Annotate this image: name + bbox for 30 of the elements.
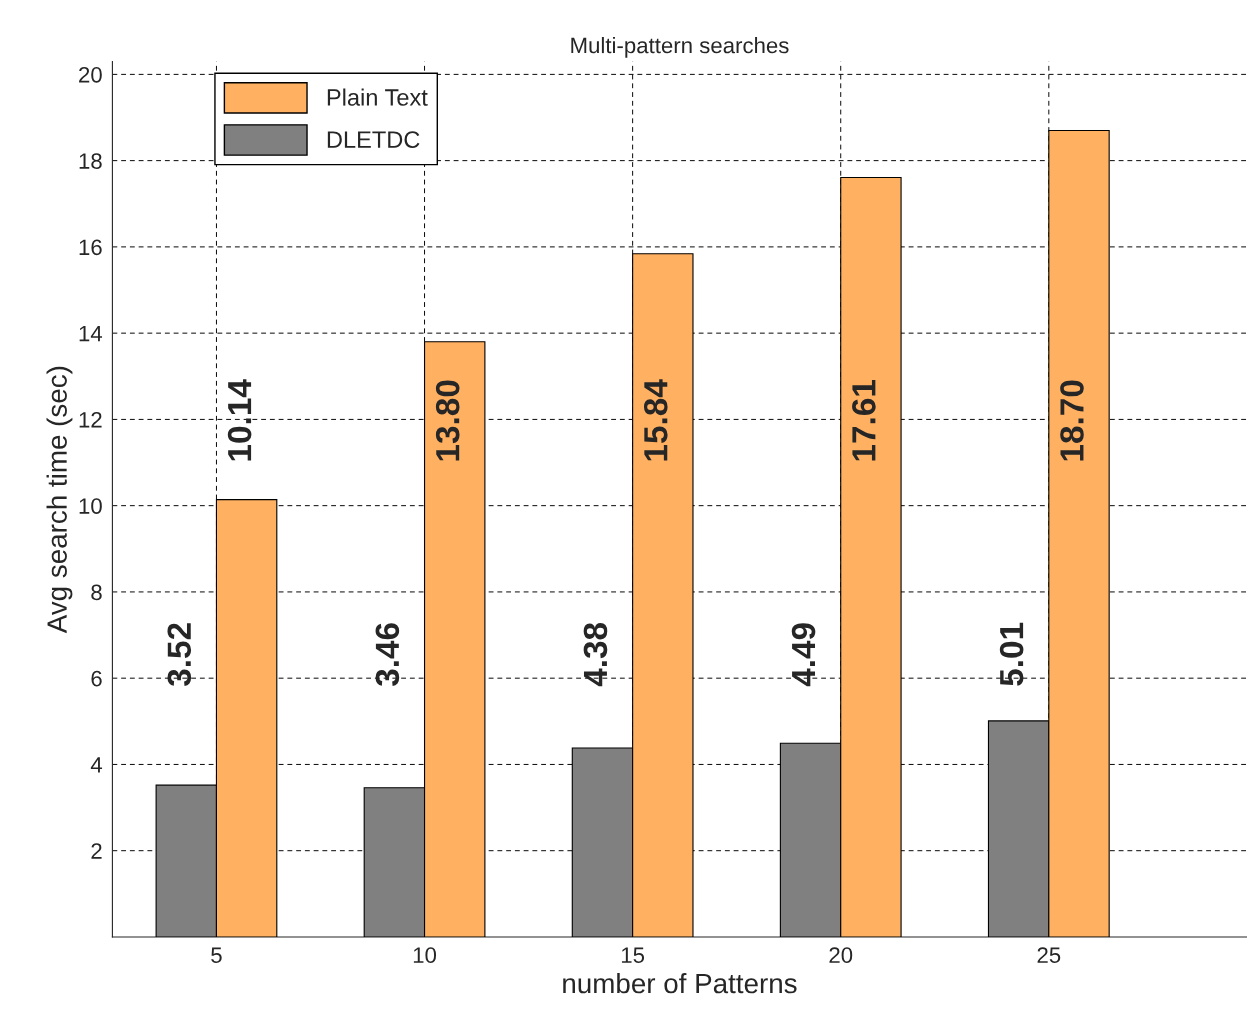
- data-label: 13.80: [435, 380, 460, 461]
- x-tick-label: 15: [621, 947, 645, 964]
- y-tick-label: 6: [91, 670, 102, 687]
- data-label: 4.49: [791, 623, 816, 687]
- data-label: 3.52: [167, 623, 192, 687]
- data-label: 10.14: [227, 379, 252, 461]
- x-tick-label: 20: [829, 947, 853, 964]
- y-tick-label: 8: [91, 584, 102, 601]
- data-label: 15.84: [643, 379, 668, 461]
- y-tick-label: 18: [79, 153, 102, 169]
- data-label: 4.38: [583, 622, 608, 687]
- chart-title: Multi-pattern searches: [571, 37, 789, 58]
- y-tick-label: 16: [79, 239, 102, 256]
- data-label: 17.61: [852, 380, 876, 461]
- y-tick-label: 14: [79, 325, 103, 342]
- x-tick-label: 10: [413, 947, 437, 964]
- y-tick-label: 10: [79, 498, 102, 514]
- data-label: 18.70: [1060, 380, 1084, 461]
- data-label: 3.46: [375, 623, 400, 687]
- y-axis-title: Avg search time (sec): [46, 366, 73, 634]
- x-tick-label: 25: [1037, 947, 1061, 964]
- y-tick-label: 4: [90, 757, 103, 773]
- x-tick-label: 5: [211, 947, 222, 964]
- y-tick-label: 2: [91, 843, 102, 859]
- legend-label: DLETDC: [327, 131, 420, 148]
- legend-label: Plain Text: [327, 88, 428, 106]
- y-tick-label: 12: [79, 411, 102, 428]
- x-axis-title: number of Patterns: [563, 972, 797, 994]
- y-tick-label: 20: [79, 66, 102, 83]
- data-label: 5.01: [999, 622, 1024, 686]
